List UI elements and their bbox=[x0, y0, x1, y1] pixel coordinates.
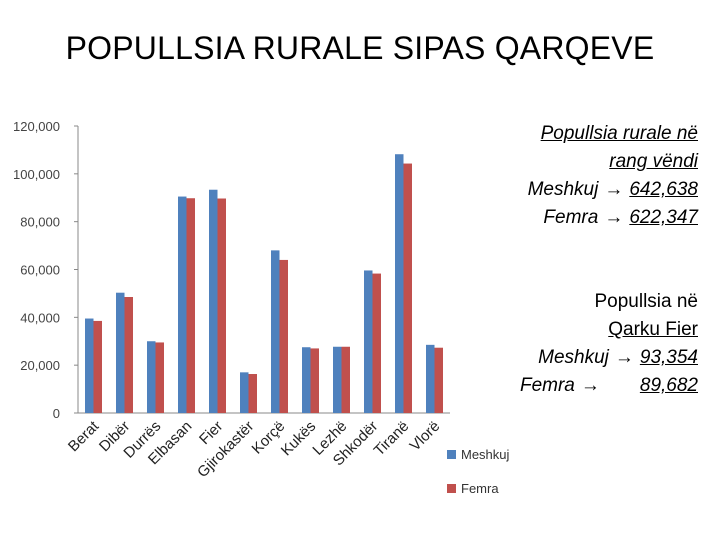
fier-male-value: 93,354 bbox=[639, 347, 698, 368]
bar-meshkuj bbox=[85, 318, 94, 413]
page-title: POPULLSIA RURALE SIPAS QARQEVE bbox=[65, 30, 655, 66]
y-tick-label: 60,000 bbox=[20, 263, 60, 278]
bar-meshkuj bbox=[426, 344, 435, 413]
bar-femra bbox=[403, 163, 412, 413]
national-female-label: Femra bbox=[543, 207, 599, 228]
y-tick-label: 0 bbox=[53, 406, 60, 421]
bar-femra bbox=[155, 342, 164, 413]
bar-femra bbox=[186, 198, 195, 413]
bar-meshkuj bbox=[209, 189, 218, 413]
y-tick-label: 40,000 bbox=[20, 310, 60, 325]
national-heading-line2: rang vëndi bbox=[609, 151, 698, 172]
bar-femra bbox=[434, 347, 443, 413]
x-tick-label: Tiranë bbox=[371, 418, 413, 460]
bar-femra bbox=[93, 320, 102, 413]
fier-female-label: Femra bbox=[519, 375, 575, 396]
bar-femra bbox=[341, 346, 350, 413]
y-tick-label: 20,000 bbox=[20, 358, 60, 373]
bar-femra bbox=[372, 273, 381, 413]
fier-male-row: Meshkuj → 93,354 bbox=[520, 344, 698, 372]
y-tick-label: 120,000 bbox=[13, 119, 60, 134]
x-tick-label: Kukës bbox=[278, 418, 320, 460]
bar-meshkuj bbox=[302, 347, 311, 413]
bar-meshkuj bbox=[240, 372, 249, 413]
legend-swatch-femra bbox=[447, 484, 456, 493]
bar-meshkuj bbox=[178, 196, 187, 413]
fier-heading-line2: Qarku Fier bbox=[608, 319, 698, 340]
legend-swatch-meshkuj bbox=[447, 450, 456, 459]
bar-meshkuj bbox=[116, 292, 125, 413]
fier-female-row: Femra → 89,682 bbox=[520, 372, 698, 400]
national-rural-population-note: Popullsia rurale në rang vëndi Meshkuj → 6… bbox=[528, 120, 698, 232]
y-tick-label: 80,000 bbox=[20, 215, 60, 230]
fier-female-value: 89,682 bbox=[639, 375, 698, 396]
y-tick-label: 100,000 bbox=[13, 167, 60, 182]
bar-femra bbox=[310, 348, 319, 413]
bar-femra bbox=[248, 374, 257, 413]
national-heading-line1: Popullsia rurale në bbox=[540, 123, 698, 144]
legend-label: Femra bbox=[461, 481, 499, 496]
bar-meshkuj bbox=[395, 154, 404, 413]
bar-femra bbox=[217, 198, 226, 413]
legend-label: Meshkuj bbox=[461, 447, 510, 462]
national-female-value: 622,347 bbox=[629, 207, 698, 228]
fier-heading-line1: Popullsia në bbox=[594, 291, 698, 312]
arrow-right-icon: → bbox=[614, 347, 634, 368]
national-male-value: 642,638 bbox=[629, 179, 698, 200]
arrow-right-icon: → bbox=[580, 375, 600, 396]
arrow-right-icon: → bbox=[604, 207, 624, 228]
national-male-label: Meshkuj bbox=[527, 179, 599, 200]
bar-femra bbox=[124, 297, 133, 413]
bar-meshkuj bbox=[147, 341, 156, 413]
bar-meshkuj bbox=[271, 250, 280, 413]
bar-femra bbox=[279, 259, 288, 413]
fier-population-note: Popullsia në Qarku Fier Meshkuj → 93,354 F… bbox=[520, 288, 698, 400]
national-male-row: Meshkuj → 642,638 bbox=[528, 176, 698, 204]
bar-meshkuj bbox=[333, 346, 342, 413]
arrow-right-icon: → bbox=[604, 179, 624, 200]
national-female-row: Femra → 622,347 bbox=[528, 204, 698, 232]
bar-meshkuj bbox=[364, 270, 373, 413]
fier-male-label: Meshkuj bbox=[538, 347, 609, 368]
x-tick-label: Vlorë bbox=[407, 418, 444, 455]
x-tick-label: Berat bbox=[65, 417, 103, 455]
